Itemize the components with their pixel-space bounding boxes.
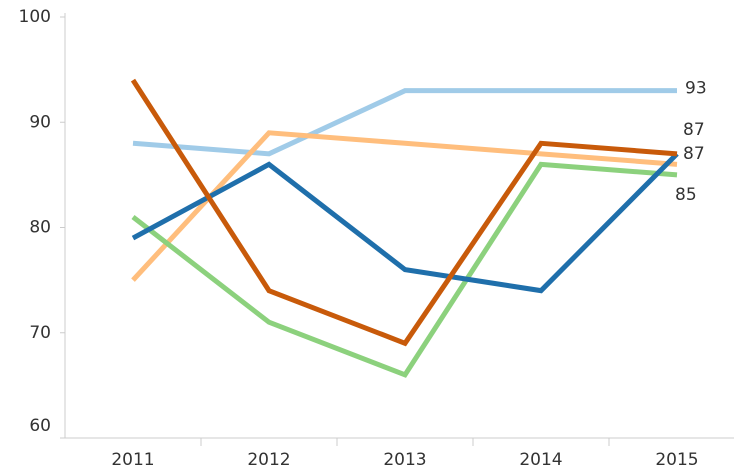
x-tick-label: 2014 xyxy=(519,450,562,470)
data-label: 85 xyxy=(675,185,697,205)
x-tick-label: 2013 xyxy=(383,450,426,470)
y-tick-label: 80 xyxy=(29,218,51,238)
x-tick-label: 2012 xyxy=(247,450,290,470)
y-tick-label: 60 xyxy=(29,416,51,436)
x-tick-label: 2015 xyxy=(655,450,698,470)
series-line xyxy=(130,78,678,347)
series-line xyxy=(131,152,679,294)
series-line xyxy=(131,130,678,282)
data-label: 93 xyxy=(685,79,707,99)
data-label: 87 xyxy=(683,120,705,140)
x-tick-label: 2011 xyxy=(111,450,154,470)
y-tick-label: 70 xyxy=(29,323,51,343)
data-label: 87 xyxy=(683,144,705,164)
series-line xyxy=(132,88,677,157)
y-tick-label: 90 xyxy=(29,112,51,132)
series-line xyxy=(131,161,678,378)
y-tick-label: 100 xyxy=(19,7,51,27)
